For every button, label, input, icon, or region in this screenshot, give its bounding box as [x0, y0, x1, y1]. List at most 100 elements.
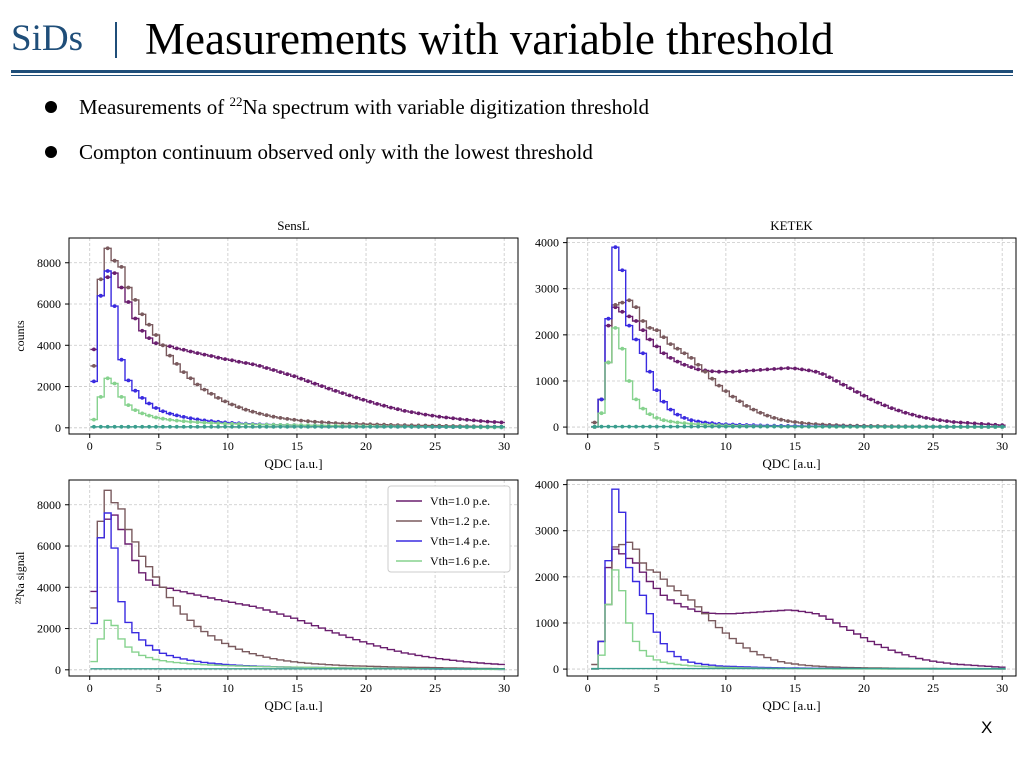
data-point [223, 421, 228, 426]
data-point [223, 424, 228, 429]
data-point [444, 415, 449, 420]
plot-frame [566, 237, 1017, 435]
data-point [793, 420, 797, 424]
y-tick-label: 0 [553, 420, 559, 434]
data-point [993, 424, 998, 429]
data-point [951, 424, 956, 429]
data-point [195, 382, 200, 387]
y-axis-label: counts [13, 320, 27, 352]
data-point [696, 424, 701, 429]
data-point [737, 424, 742, 429]
y-tick-label: 1000 [535, 616, 559, 630]
data-point [813, 424, 818, 429]
data-point [827, 375, 832, 380]
data-point [326, 420, 331, 425]
y-tick-label: 6000 [37, 539, 61, 553]
data-point [112, 258, 117, 263]
data-point [478, 419, 483, 423]
data-point [800, 424, 804, 429]
data-point [841, 424, 846, 429]
data-point [951, 420, 956, 424]
data-point [161, 424, 165, 429]
data-point [313, 381, 317, 386]
x-axis-label: QDC [a.u.] [762, 456, 820, 471]
data-point [654, 416, 659, 420]
data-point [354, 424, 359, 429]
y-tick-label: 4000 [535, 236, 559, 250]
data-point [119, 285, 124, 290]
data-point [154, 341, 158, 346]
data-point [737, 399, 742, 404]
data-point [682, 424, 687, 429]
data-point [133, 424, 138, 429]
y-tick-label: 8000 [37, 498, 61, 512]
data-point [368, 424, 373, 429]
data-point [848, 386, 853, 391]
data-point [195, 417, 200, 422]
data-point [758, 424, 763, 429]
data-point [389, 405, 393, 410]
data-point [126, 300, 131, 304]
data-point [333, 389, 338, 393]
data-point [451, 424, 455, 429]
data-point [717, 383, 721, 388]
data-point [174, 418, 179, 423]
data-point [313, 419, 317, 424]
data-point [319, 424, 324, 429]
data-point [437, 414, 442, 419]
data-point [675, 412, 680, 417]
data-point [181, 370, 186, 374]
data-point [105, 275, 110, 280]
data-point [243, 361, 248, 365]
data-point [779, 366, 783, 371]
legend-entry: Vth=1.2 p.e. [430, 514, 490, 528]
data-point [654, 328, 659, 333]
data-point [181, 419, 186, 424]
x-tick-label: 30 [996, 439, 1008, 453]
x-tick-label: 15 [789, 439, 801, 453]
data-point [882, 424, 887, 429]
data-point [620, 268, 625, 273]
data-point [181, 347, 186, 352]
data-point [326, 386, 331, 391]
data-point [271, 414, 276, 419]
data-point [161, 409, 165, 414]
y-tick-label: 2000 [37, 380, 61, 394]
data-point [648, 412, 652, 417]
data-point [375, 402, 379, 406]
data-point [938, 424, 942, 429]
data-point [423, 412, 428, 417]
data-point [133, 316, 138, 321]
data-point [806, 368, 811, 373]
data-point [965, 421, 970, 425]
legend-entry: Vth=1.6 p.e. [430, 554, 490, 568]
data-point [834, 424, 839, 429]
data-point [354, 395, 359, 400]
data-point [620, 346, 625, 351]
data-point [779, 417, 783, 422]
data-point [416, 424, 421, 429]
data-point [202, 420, 207, 425]
chart-panel: 0 5 10 15 20 25 30 0 2000 4000 6000 8000 QDC [a.u.] ²… [13, 479, 519, 713]
data-point [195, 351, 200, 355]
data-point [306, 379, 310, 384]
data-point [668, 342, 673, 346]
data-point [382, 403, 386, 408]
data-point [855, 390, 859, 394]
data-point [924, 424, 929, 429]
y-tick-label: 3000 [535, 282, 559, 296]
series-line [90, 489, 505, 670]
data-point [402, 409, 407, 413]
data-point [161, 416, 165, 421]
data-point [627, 298, 632, 303]
data-point [195, 420, 200, 425]
data-point [696, 362, 701, 367]
data-point [661, 399, 666, 404]
data-point [855, 424, 859, 429]
data-point [772, 416, 777, 420]
data-point [786, 419, 790, 423]
x-tick-label: 5 [156, 439, 162, 453]
data-point [648, 424, 652, 429]
data-point [972, 424, 977, 429]
data-point [627, 314, 632, 319]
